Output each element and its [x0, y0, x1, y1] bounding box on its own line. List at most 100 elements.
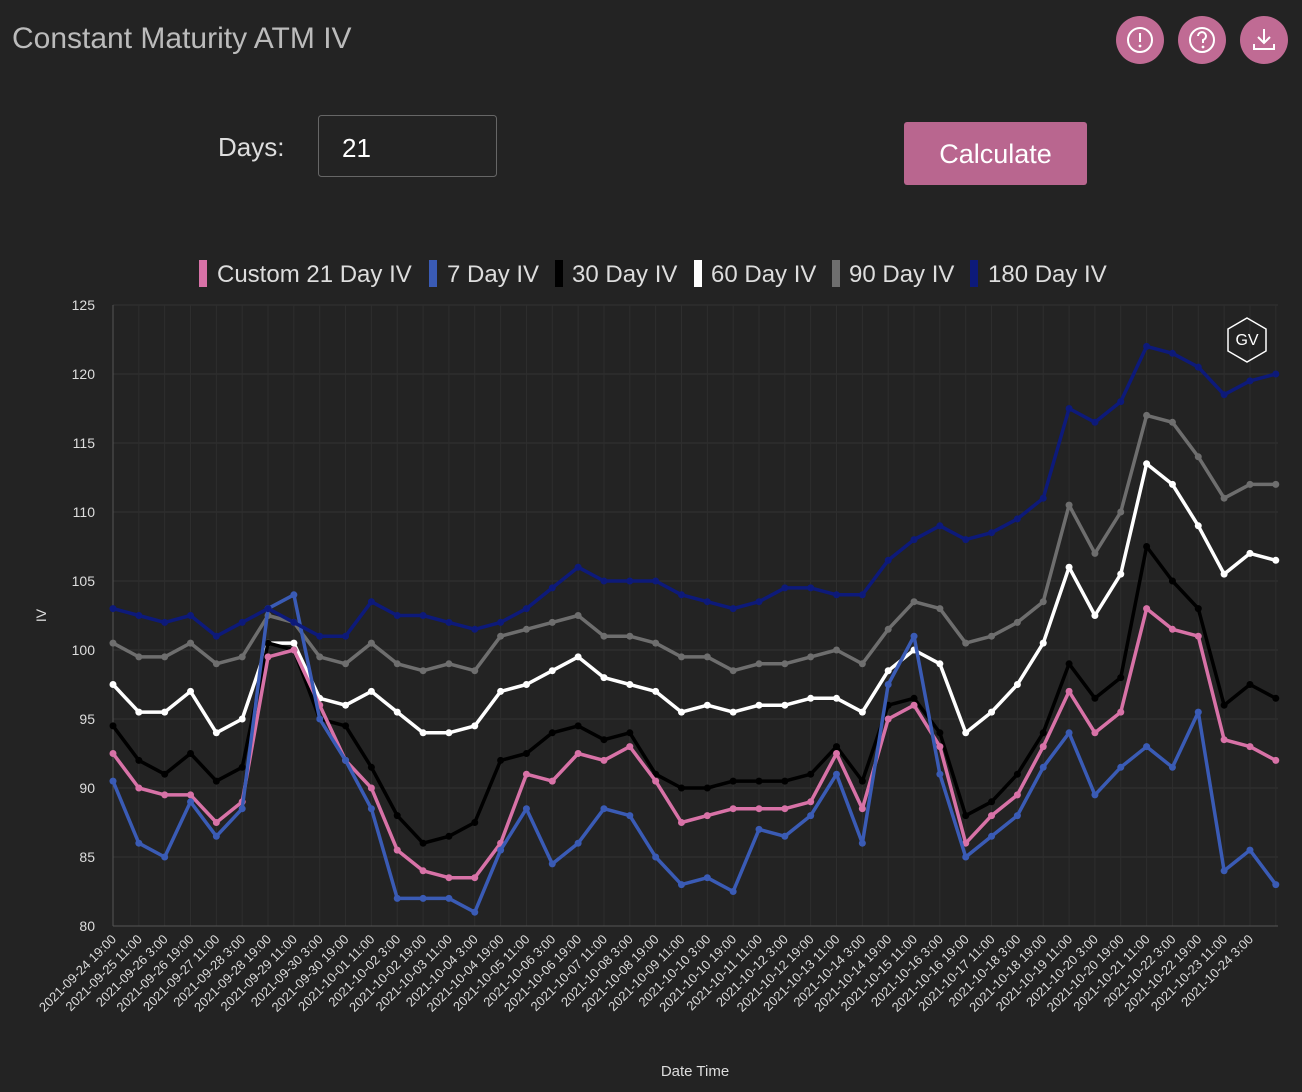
data-point [600, 632, 608, 640]
data-point [988, 812, 996, 820]
data-point [1039, 494, 1047, 502]
data-point [109, 777, 117, 785]
data-point [1065, 687, 1073, 695]
data-point [1039, 598, 1047, 606]
legend-swatch [970, 260, 978, 287]
help-button[interactable] [1178, 16, 1226, 64]
data-point [1065, 501, 1073, 509]
data-point [264, 605, 272, 613]
data-point [212, 729, 220, 737]
data-point [858, 805, 866, 813]
data-point [936, 522, 944, 530]
days-input[interactable]: 21 [318, 115, 497, 177]
data-point [600, 805, 608, 813]
data-point [445, 874, 453, 882]
data-point [936, 605, 944, 613]
data-point [135, 784, 143, 792]
data-point [962, 853, 970, 861]
data-point [522, 681, 530, 688]
data-point [652, 687, 660, 695]
data-point [962, 812, 970, 820]
data-point [858, 777, 866, 785]
y-tick-label: 100 [72, 642, 96, 658]
calculate-label: Calculate [939, 139, 1052, 169]
data-point [445, 618, 453, 626]
data-point [522, 605, 530, 613]
data-point [135, 708, 143, 716]
days-label: Days: [218, 132, 284, 162]
series-line [111, 544, 1277, 845]
data-point [1143, 605, 1151, 613]
data-point [1220, 867, 1228, 875]
data-point [522, 770, 530, 778]
data-point [936, 770, 944, 778]
data-point [1194, 522, 1202, 530]
data-point [1272, 694, 1280, 702]
data-point [290, 591, 298, 599]
data-point [367, 805, 375, 813]
data-point [1013, 515, 1021, 523]
data-point [1117, 398, 1125, 406]
data-point [781, 701, 789, 709]
data-point [910, 536, 918, 544]
data-point [367, 598, 375, 606]
data-point [858, 839, 866, 847]
data-point [1194, 605, 1202, 613]
legend-label: 180 Day IV [988, 261, 1107, 288]
data-point [135, 839, 143, 847]
data-point [1220, 570, 1228, 578]
data-point [1013, 812, 1021, 820]
data-point [497, 846, 505, 854]
data-point [729, 605, 737, 613]
data-point [419, 894, 427, 902]
y-tick-label: 90 [79, 780, 95, 796]
data-point [574, 750, 582, 757]
data-point [910, 701, 918, 709]
data-point [1091, 549, 1099, 557]
data-point [833, 646, 841, 654]
data-point [652, 777, 660, 785]
data-point [988, 708, 996, 716]
data-point [393, 894, 401, 902]
data-point [1117, 708, 1125, 716]
data-point [1246, 743, 1254, 751]
data-point [962, 639, 970, 647]
data-point [884, 715, 892, 723]
calculate-button[interactable]: Calculate [904, 122, 1087, 185]
data-point [755, 598, 763, 606]
data-point [1065, 729, 1073, 737]
data-point [807, 770, 815, 778]
download-button[interactable] [1240, 16, 1288, 64]
data-point [316, 715, 324, 723]
data-point [1039, 763, 1047, 771]
data-point [884, 625, 892, 633]
data-point [548, 667, 556, 675]
data-point [910, 694, 918, 702]
data-point [187, 791, 195, 799]
y-tick-label: 115 [73, 435, 96, 451]
data-point [1091, 418, 1099, 426]
data-point [238, 805, 246, 813]
y-tick-label: 110 [73, 504, 96, 520]
data-point [1272, 480, 1280, 488]
data-point [238, 715, 246, 723]
data-point [988, 798, 996, 806]
data-point [109, 722, 117, 730]
data-point [316, 632, 324, 640]
data-point [729, 777, 737, 785]
data-point [161, 653, 169, 661]
data-point [497, 756, 505, 764]
series-line [112, 344, 1277, 638]
legend-label: 60 Day IV [711, 261, 816, 288]
data-point [548, 729, 556, 737]
y-tick-label: 95 [79, 711, 95, 727]
info-button[interactable] [1116, 16, 1164, 64]
data-point [677, 819, 685, 826]
data-point [135, 653, 143, 661]
data-point [367, 639, 375, 647]
data-point [755, 825, 763, 833]
data-point [884, 681, 892, 688]
x-axis-label: Date Time [661, 1063, 729, 1080]
data-point [109, 605, 117, 613]
